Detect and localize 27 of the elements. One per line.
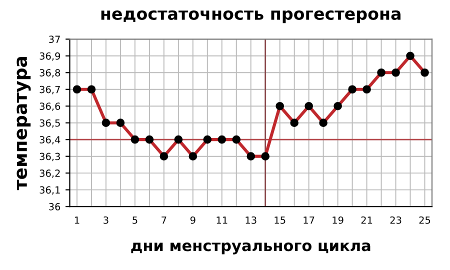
x-tick-label: 15 xyxy=(274,216,286,224)
y-tick-label: 36,9 xyxy=(40,52,60,61)
y-tick-label: 37 xyxy=(49,36,60,43)
y-tick-label: 36,4 xyxy=(40,136,60,144)
y-tick-label: 36,8 xyxy=(40,69,60,78)
x-tick-label: 23 xyxy=(390,216,402,224)
y-tick-label: 36,5 xyxy=(40,119,60,128)
y-tick-label: 36 xyxy=(49,203,60,210)
y-tick-label: 36,1 xyxy=(40,186,60,195)
y-tick-label: 36,6 xyxy=(40,102,60,111)
x-tick-label: 1 xyxy=(74,216,80,224)
x-tick-label: 17 xyxy=(304,216,314,224)
y-tick-label: 36,7 xyxy=(40,86,60,94)
x-tick-label: 19 xyxy=(332,216,344,224)
y-axis-title: температура xyxy=(16,56,31,190)
x-tick-label: 3 xyxy=(104,216,108,224)
chart-title: недостаточность прогестерона xyxy=(101,10,400,24)
x-tick-label: 5 xyxy=(132,216,138,224)
x-tick-label: 7 xyxy=(162,216,166,224)
y-tick-label: 36,2 xyxy=(40,170,60,178)
y-tick-label: 36,3 xyxy=(40,152,60,162)
x-axis-title: дни менструального цикла xyxy=(131,242,370,254)
x-tick-label: 13 xyxy=(246,216,256,224)
x-tick-label: 21 xyxy=(361,216,372,224)
x-tick-label: 25 xyxy=(419,216,430,224)
x-tick-label: 9 xyxy=(190,216,196,224)
x-tick-label: 11 xyxy=(216,216,228,224)
